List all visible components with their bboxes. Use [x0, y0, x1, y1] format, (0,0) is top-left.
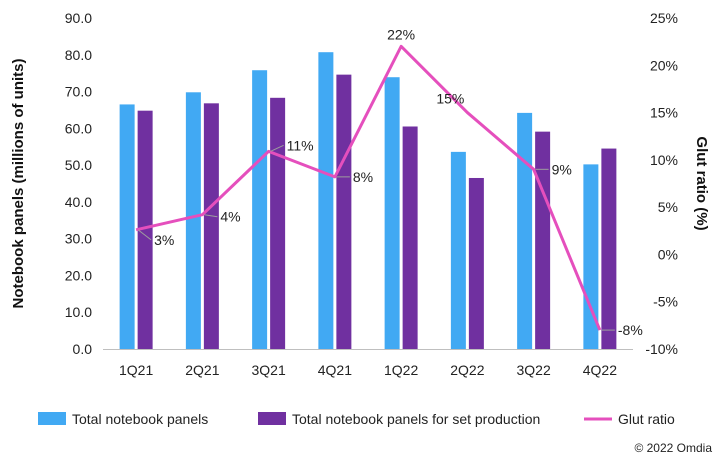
x-tick-label: 1Q22 [384, 362, 418, 378]
legend-swatch [258, 412, 286, 425]
bar [185, 92, 201, 350]
bar [318, 52, 334, 349]
ticks-layer: 0.0 10.0 20.0 30.0 40.0 50.0 60.0 70.0 80.0 90.0 -… [65, 10, 678, 378]
y2-tick-label: 10% [650, 152, 678, 168]
legend-swatch [38, 412, 66, 425]
y-tick-label: 90.0 [65, 10, 92, 26]
y-tick-label: 60.0 [65, 120, 92, 136]
legend-label: Total notebook panels for set production [292, 411, 540, 427]
axes-layer: Notebook panels (millions of units) Glut… [10, 58, 710, 350]
y-tick-label: 80.0 [65, 47, 92, 63]
bar [517, 112, 533, 350]
bar [468, 177, 484, 349]
glut-ratio-label: 9% [552, 161, 572, 177]
data-label-leader [137, 229, 152, 241]
y-tick-label: 10.0 [65, 304, 92, 320]
y2-tick-label: -10% [645, 341, 678, 357]
bar [450, 151, 466, 349]
bar [119, 104, 135, 349]
bar [601, 148, 617, 349]
y-axis-title: Notebook panels (millions of units) [10, 58, 27, 308]
y2-tick-label: 15% [650, 105, 678, 121]
legend: Total notebook panels Total notebook pane… [38, 411, 675, 427]
y2-tick-label: 5% [658, 199, 678, 215]
glut-ratio-line [135, 44, 602, 331]
y2-tick-label: 25% [650, 10, 678, 26]
credit-text: © 2022 Omdia [634, 441, 712, 455]
y-tick-label: 0.0 [73, 341, 93, 357]
glut-ratio-label: 11% [287, 137, 314, 153]
data-label-leader [204, 214, 218, 218]
y2-axis-title: Glut ratio (%) [693, 136, 710, 230]
legend-label: Total notebook panels [72, 411, 208, 427]
bar [270, 97, 286, 350]
y2-tick-label: 0% [658, 246, 678, 262]
x-tick-label: 3Q21 [252, 362, 286, 378]
glut-ratio-label: -8% [618, 322, 643, 338]
bar [535, 131, 551, 349]
glut-ratio-label: 15% [436, 91, 464, 107]
x-tick-label: 2Q21 [185, 362, 219, 378]
bar [203, 103, 219, 349]
glut-ratio-label: 22% [387, 26, 415, 42]
x-tick-label: 4Q22 [583, 362, 617, 378]
y-tick-label: 30.0 [65, 231, 92, 247]
glut-line-layer: 3% 4% 11% 8% 22% 15% 9% -8% [135, 26, 643, 338]
x-tick-label: 3Q22 [517, 362, 551, 378]
x-tick-label: 2Q22 [450, 362, 484, 378]
y-tick-label: 20.0 [65, 267, 92, 283]
bar [402, 126, 418, 349]
y2-tick-label: 20% [650, 57, 678, 73]
y-tick-label: 70.0 [65, 84, 92, 100]
bar [137, 110, 153, 350]
glut-ratio-label: 8% [353, 169, 373, 185]
glut-ratio-label: 4% [220, 209, 240, 225]
bars-layer [119, 52, 617, 350]
y2-tick-label: -5% [653, 294, 678, 310]
bar [336, 74, 352, 349]
data-label-leader [270, 144, 284, 152]
y-tick-label: 50.0 [65, 157, 92, 173]
y-tick-label: 40.0 [65, 194, 92, 210]
glut-ratio-label: 3% [154, 232, 174, 248]
x-tick-label: 4Q21 [318, 362, 352, 378]
legend-label: Glut ratio [618, 411, 675, 427]
x-tick-label: 1Q21 [119, 362, 153, 378]
bar [252, 70, 268, 350]
bar [384, 77, 400, 349]
